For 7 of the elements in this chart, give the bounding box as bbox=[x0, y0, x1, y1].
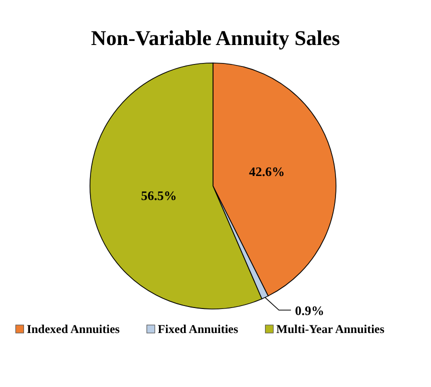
data-label: 0.9% bbox=[294, 303, 324, 318]
legend-label: Fixed Annuities bbox=[158, 322, 238, 336]
data-label: 42.6% bbox=[248, 164, 285, 180]
legend-label: Multi-Year Annuities bbox=[276, 322, 385, 336]
chart-title: Non-Variable Annuity Sales bbox=[91, 26, 340, 50]
legend-label: Indexed Annuities bbox=[26, 322, 120, 336]
data-label: 56.5% bbox=[140, 188, 177, 204]
